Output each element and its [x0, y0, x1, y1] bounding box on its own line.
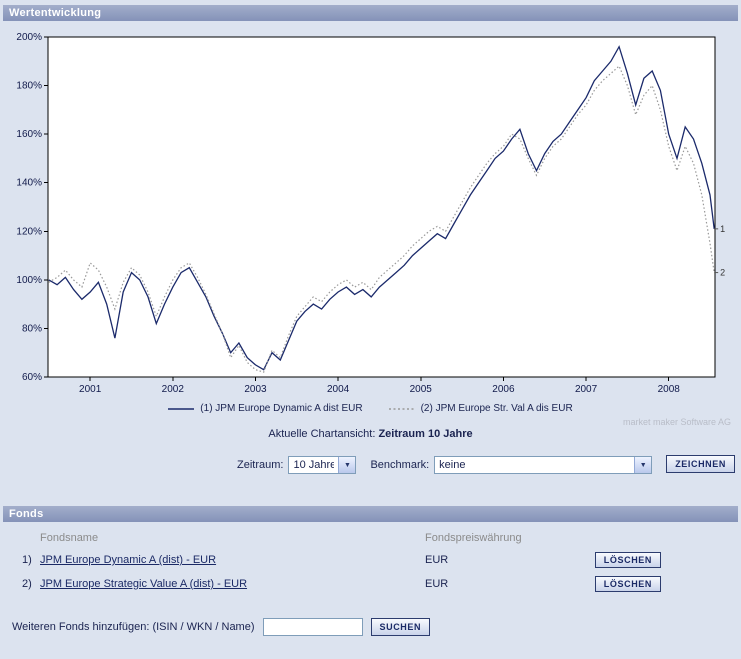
svg-text:100%: 100%: [16, 275, 42, 286]
svg-text:2: 2: [720, 268, 725, 278]
add-fund-row: Weiteren Fonds hinzufügen: (ISIN / WKN /…: [0, 618, 741, 636]
chart-caption-value: Zeitraum 10 Jahre: [378, 428, 473, 440]
zeichnen-button[interactable]: ZEICHNEN: [666, 455, 735, 473]
loeschen-button[interactable]: LÖSCHEN: [594, 552, 661, 568]
performance-chart: 60% 80% 100% 120% 140% 160% 180% 200% 2001 2002 20…: [16, 32, 725, 395]
page-title: Wertentwicklung: [9, 7, 102, 19]
svg-text:2006: 2006: [492, 384, 515, 395]
column-header-fondsname: Fondsname: [40, 532, 99, 544]
zeitraum-selected-value: 10 Jahre: [293, 459, 335, 471]
svg-text:2003: 2003: [244, 384, 267, 395]
fund-search-input[interactable]: [262, 618, 363, 636]
section-header-fonds: Fonds: [3, 506, 738, 522]
fonds-title: Fonds: [9, 508, 44, 520]
chart-controls: Zeitraum: 10 Jahre ▼ Benchmark: keine ▼ …: [0, 454, 741, 476]
legend-label: (1) JPM Europe Dynamic A dist EUR: [200, 403, 363, 414]
watermark: market maker Software AG: [622, 417, 731, 427]
section-header-wertentwicklung: Wertentwicklung: [3, 5, 738, 21]
svg-text:2004: 2004: [327, 384, 350, 395]
performance-chart-area: 60% 80% 100% 120% 140% 160% 180% 200% 2001 2002 20…: [0, 21, 741, 440]
table-row: 1) JPM Europe Dynamic A (dist) - EUR EUR…: [0, 548, 741, 572]
fonds-table: Fondsname Fondspreiswährung 1) JPM Europ…: [0, 528, 741, 596]
svg-text:200%: 200%: [16, 32, 42, 43]
zeitraum-select[interactable]: 10 Jahre ▼: [288, 456, 357, 474]
benchmark-select[interactable]: keine ▼: [434, 456, 653, 474]
fund-link[interactable]: JPM Europe Strategic Value A (dist) - EU…: [40, 578, 248, 590]
svg-text:2005: 2005: [410, 384, 433, 395]
chart-caption-prefix: Aktuelle Chartansicht:: [268, 428, 376, 440]
svg-text:2002: 2002: [162, 384, 185, 395]
legend-item-2: (2) JPM Europe Str. Val A dis EUR: [388, 403, 573, 414]
legend-label: (2) JPM Europe Str. Val A dis EUR: [420, 403, 573, 414]
add-fund-label: Weiteren Fonds hinzufügen: (ISIN / WKN /…: [12, 621, 255, 633]
benchmark-label: Benchmark:: [370, 459, 430, 471]
column-header-fondspreiswaehrung: Fondspreiswährung: [425, 532, 522, 544]
line-sample-dotted-icon: [388, 407, 415, 410]
svg-text:2007: 2007: [575, 384, 598, 395]
loeschen-button[interactable]: LÖSCHEN: [594, 576, 661, 592]
svg-text:80%: 80%: [22, 323, 42, 334]
svg-text:60%: 60%: [22, 372, 42, 383]
line-sample-solid-icon: [168, 407, 195, 410]
svg-text:2001: 2001: [79, 384, 102, 395]
benchmark-selected-value: keine: [439, 459, 466, 471]
suchen-button[interactable]: SUCHEN: [370, 618, 431, 636]
table-row: 2) JPM Europe Strategic Value A (dist) -…: [0, 572, 741, 596]
svg-text:180%: 180%: [16, 81, 42, 92]
fund-currency: EUR: [425, 578, 449, 590]
svg-text:160%: 160%: [16, 129, 42, 140]
svg-text:140%: 140%: [16, 178, 42, 189]
chevron-down-icon[interactable]: ▼: [634, 457, 652, 473]
row-index: 2): [22, 578, 32, 590]
legend-item-1: (1) JPM Europe Dynamic A dist EUR: [168, 403, 363, 414]
chart-legend: (1) JPM Europe Dynamic A dist EUR (2) JP…: [0, 403, 741, 414]
zeitraum-label: Zeitraum:: [237, 459, 284, 471]
fund-link[interactable]: JPM Europe Dynamic A (dist) - EUR: [40, 554, 217, 566]
svg-text:2008: 2008: [658, 384, 681, 395]
svg-text:1: 1: [720, 224, 725, 234]
row-index: 1): [22, 554, 32, 566]
chevron-down-icon[interactable]: ▼: [338, 457, 356, 473]
svg-text:120%: 120%: [16, 226, 42, 237]
fund-currency: EUR: [425, 554, 449, 566]
table-header-row: Fondsname Fondspreiswährung: [0, 528, 741, 548]
chart-caption: Aktuelle Chartansicht: Zeitraum 10 Jahre: [0, 428, 741, 440]
